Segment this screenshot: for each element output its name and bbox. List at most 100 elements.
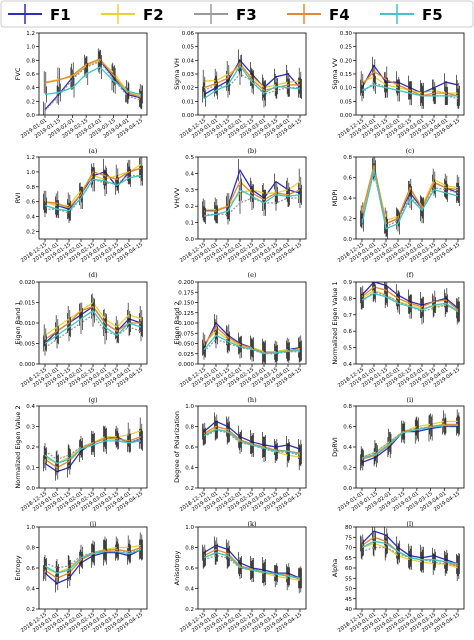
y-tick-label: 0.015 xyxy=(19,301,35,307)
y-tick-label: 0.4 xyxy=(343,196,352,202)
y-tick-label: 0.4 xyxy=(185,171,194,177)
series-f5 xyxy=(203,326,302,364)
chart-caption: (a) xyxy=(89,147,98,155)
series-f5 xyxy=(361,532,460,574)
y-tick-label: 0.100 xyxy=(178,321,194,327)
series-f4 xyxy=(204,173,302,224)
y-axis-label: FVC xyxy=(14,67,22,80)
y-tick-label: 0.175 xyxy=(178,290,194,296)
y-tick-label: 1.0 xyxy=(185,404,194,410)
series-line xyxy=(204,197,300,216)
y-tick-label: 0.6 xyxy=(343,176,352,182)
y-tick-label: 0.4 xyxy=(343,445,352,451)
series-line xyxy=(44,66,142,96)
legend: F1 F2 F3 F4 F5 xyxy=(0,0,474,28)
series-line xyxy=(361,423,459,458)
y-tick-label: 0.6 xyxy=(26,72,35,78)
chart-caption: (j) xyxy=(89,520,97,528)
legend-label: F2 xyxy=(143,6,164,24)
y-tick-label: 0.3 xyxy=(185,188,194,194)
series-f5 xyxy=(44,427,143,473)
series-f5 xyxy=(361,284,460,323)
y-tick-label: 1.2 xyxy=(26,155,35,161)
y-tick-label: 0.4 xyxy=(185,466,194,472)
series-line xyxy=(44,60,142,112)
series-f4 xyxy=(361,282,460,323)
y-tick-label: 0.6 xyxy=(185,566,194,572)
y-axis-label: RVI xyxy=(14,193,22,204)
y-axis-label: Sigma VV xyxy=(331,58,339,90)
y-axis-label: DpRVI xyxy=(331,437,339,457)
series-f4 xyxy=(44,157,143,221)
chart-caption: (d) xyxy=(88,271,98,279)
series-line xyxy=(203,188,301,217)
series-line xyxy=(361,291,459,313)
series-line xyxy=(203,334,301,354)
y-tick-label: 0.2 xyxy=(185,204,194,210)
series-f2 xyxy=(360,409,458,469)
y-tick-label: 70 xyxy=(345,546,352,552)
y-tick-label: 0.2 xyxy=(26,445,35,451)
legend-frame xyxy=(0,0,474,28)
y-tick-label: 0.0 xyxy=(26,486,35,492)
series-line xyxy=(44,548,142,574)
series-line xyxy=(203,548,301,580)
chart-l: 0.00.20.40.60.8DpRVI2019-01-012019-01-15… xyxy=(331,404,465,528)
series-line xyxy=(203,73,300,96)
chart-caption: (b) xyxy=(247,147,257,155)
y-tick-label: 65 xyxy=(345,556,352,562)
y-axis-label: Eigen Band 2 xyxy=(173,301,181,344)
series-f3 xyxy=(361,282,459,325)
y-tick-label: 1.0 xyxy=(26,170,35,176)
series-line xyxy=(203,428,301,455)
y-tick-label: 0.4 xyxy=(26,404,35,410)
series-line xyxy=(44,174,142,212)
chart-caption: (g) xyxy=(88,396,98,404)
series-f5 xyxy=(44,55,143,104)
chart-caption: (c) xyxy=(406,147,415,155)
y-axis-label: Degree of Polarization xyxy=(173,411,181,483)
y-axis-label: Eigen Band 1 xyxy=(14,301,22,344)
y-tick-label: 75 xyxy=(345,535,352,541)
y-tick-label: 0.4 xyxy=(185,587,194,593)
y-tick-label: 0.075 xyxy=(178,331,194,337)
series-f5 xyxy=(361,75,460,109)
series-line xyxy=(361,286,459,311)
series-line xyxy=(44,309,142,345)
y-tick-label: 0.5 xyxy=(185,155,194,161)
y-tick-label: 60 xyxy=(345,566,352,572)
series-line xyxy=(203,61,300,92)
y-tick-label: 0.01 xyxy=(182,99,194,105)
y-tick-label: 0.06 xyxy=(182,31,195,37)
series-line xyxy=(361,424,458,459)
y-tick-label: 0.1 xyxy=(185,221,194,227)
series-f5 xyxy=(203,178,302,225)
legend-label: F3 xyxy=(236,6,257,24)
chart-n: 0.20.40.60.81.0Anisotropy2018-12-152019-… xyxy=(173,525,307,634)
y-tick-label: 0.04 xyxy=(182,58,195,64)
series-line xyxy=(203,551,301,579)
y-tick-label: 0.05 xyxy=(340,99,353,105)
y-axis-label: Sigma VH xyxy=(173,58,181,90)
y-tick-label: 0.000 xyxy=(19,362,35,368)
series-f5 xyxy=(203,420,302,465)
y-axis-label: MDPI xyxy=(331,190,339,207)
y-tick-label: 0.8 xyxy=(26,58,35,64)
y-tick-label: 0.25 xyxy=(340,45,353,51)
y-tick-label: 0.4 xyxy=(26,215,35,221)
y-tick-label: 0.8 xyxy=(185,425,194,431)
y-tick-label: 0.8 xyxy=(343,155,352,161)
y-tick-label: 55 xyxy=(345,576,352,582)
y-tick-label: 0.30 xyxy=(340,31,353,37)
y-tick-label: 0.1 xyxy=(26,466,35,472)
y-tick-label: 0.200 xyxy=(178,280,194,286)
series-f4 xyxy=(361,157,460,237)
y-tick-label: 0.050 xyxy=(178,342,194,348)
series-line xyxy=(361,165,459,225)
chart-o: 404550556065707580Alpha2018-12-152019-01… xyxy=(331,525,465,634)
chart-caption: (l) xyxy=(406,520,414,528)
